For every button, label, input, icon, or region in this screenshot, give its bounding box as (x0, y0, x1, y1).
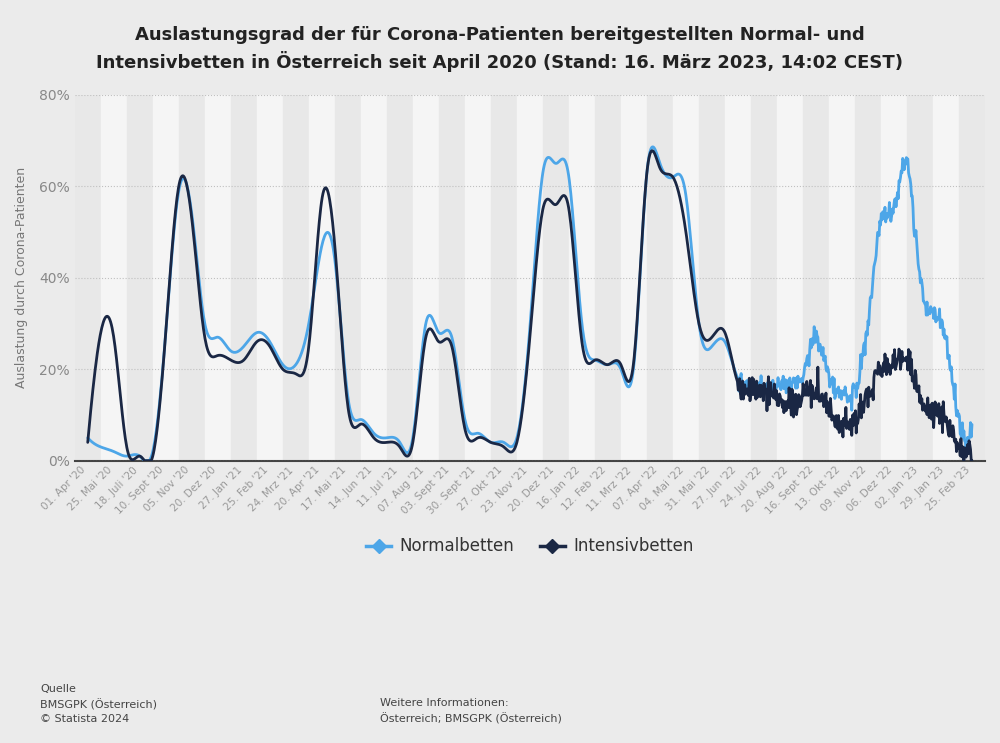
Bar (829, 95, 855, 461)
Bar (881, 95, 907, 461)
Bar (205, 95, 231, 461)
Bar (725, 95, 751, 461)
Bar (803, 95, 829, 461)
Bar (309, 95, 335, 461)
Bar (387, 95, 413, 461)
Bar (647, 95, 673, 461)
Bar (361, 95, 387, 461)
Bar (699, 95, 725, 461)
Bar (75, 95, 101, 461)
Bar (569, 95, 595, 461)
Bar (933, 95, 959, 461)
Text: Weitere Informationen:
Österreich; BMSGPK (Österreich): Weitere Informationen: Österreich; BMSGP… (380, 698, 562, 724)
Bar (777, 95, 803, 461)
Bar (907, 95, 933, 461)
Bar (465, 95, 491, 461)
Bar (231, 95, 257, 461)
Bar (595, 95, 621, 461)
Bar (517, 95, 543, 461)
Bar (751, 95, 777, 461)
Text: Quelle
BMSGPK (Österreich)
© Statista 2024: Quelle BMSGPK (Österreich) © Statista 20… (40, 684, 157, 724)
Bar (959, 95, 985, 461)
Bar (413, 95, 439, 461)
Bar (101, 95, 127, 461)
Y-axis label: Auslastung durch Corona-Patienten: Auslastung durch Corona-Patienten (15, 167, 28, 389)
Bar (127, 95, 153, 461)
Bar (439, 95, 465, 461)
Bar (855, 95, 881, 461)
Bar (335, 95, 361, 461)
Bar (179, 95, 205, 461)
Bar (543, 95, 569, 461)
Bar (283, 95, 309, 461)
Bar (257, 95, 283, 461)
Text: Auslastungsgrad der für Corona-Patienten bereitgestellten Normal- und
Intensivbe: Auslastungsgrad der für Corona-Patienten… (96, 26, 904, 72)
Legend: Normalbetten, Intensivbetten: Normalbetten, Intensivbetten (360, 531, 700, 562)
Bar (153, 95, 179, 461)
Bar (673, 95, 699, 461)
Bar (621, 95, 647, 461)
Bar (491, 95, 517, 461)
